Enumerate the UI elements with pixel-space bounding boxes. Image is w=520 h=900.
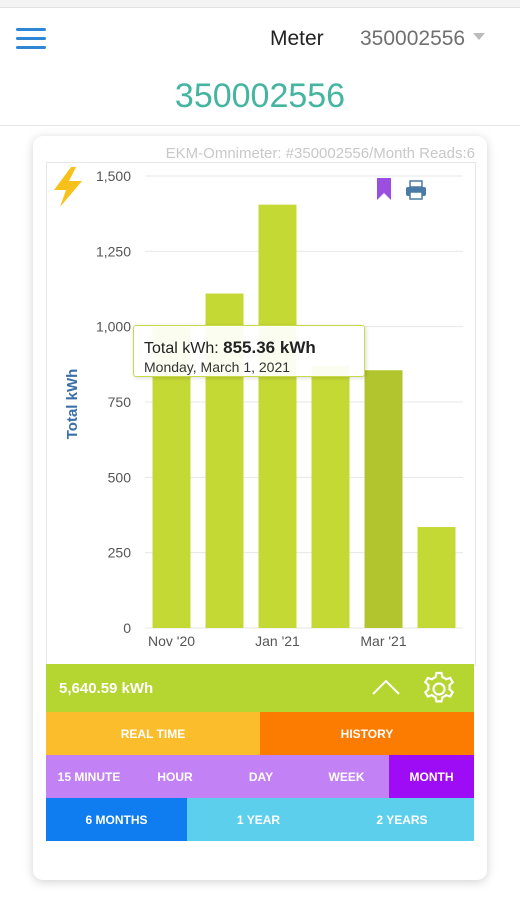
bar [311, 365, 350, 628]
interval-row: 15 MINUTE HOUR DAY WEEK MONTH [46, 755, 474, 798]
y-tick-label: 250 [108, 545, 132, 561]
y-tick-label: 1,500 [96, 168, 131, 184]
range-row: 6 MONTHS 1 YEAR 2 YEARS [46, 798, 474, 841]
lightning-bolt-icon [54, 167, 82, 207]
day-button[interactable]: DAY [218, 755, 304, 798]
chart-tooltip: Total kWh: 855.36 kWh Monday, March 1, 2… [133, 325, 365, 377]
y-tick-label: 1,000 [96, 319, 131, 335]
bar-chart: 1,500 1,250 1,000 750 500 250 0 Nov '20 Jan '21 M… [64, 168, 463, 649]
total-value: 5,640.59 kWh [59, 680, 154, 697]
x-tick-label: Nov '20 [148, 633, 195, 649]
month-button[interactable]: MONTH [389, 755, 474, 798]
dropdown-caret-icon [473, 32, 486, 40]
gear-icon[interactable] [420, 670, 458, 708]
y-tick-label: 0 [123, 620, 131, 636]
bar [417, 527, 456, 628]
6-months-button[interactable]: 6 MONTHS [46, 798, 187, 841]
tooltip-date: Monday, March 1, 2021 [144, 359, 291, 375]
2-years-button[interactable]: 2 YEARS [330, 798, 474, 841]
y-tick-label: 750 [108, 394, 132, 410]
hamburger-menu-icon[interactable] [16, 28, 46, 50]
bar [364, 370, 403, 628]
1-year-button[interactable]: 1 YEAR [187, 798, 330, 841]
x-tick-label: Jan '21 [255, 633, 300, 649]
tooltip-label: Total kWh: [144, 340, 219, 357]
meter-select-value: 350002556 [360, 27, 466, 50]
total-bar: 5,640.59 kWh [46, 664, 474, 712]
15-minute-button[interactable]: 15 MINUTE [46, 755, 132, 798]
tooltip-line: Total kWh: 855.36 kWh [144, 338, 316, 358]
meter-select[interactable]: 350002556 [360, 27, 486, 51]
hour-button[interactable]: HOUR [132, 755, 218, 798]
chart-card: EKM-Omnimeter: #350002556/Month Reads:6 … [33, 136, 487, 880]
header-divider [0, 125, 520, 126]
y-tick-label: 500 [108, 469, 132, 485]
meter-label: Meter [270, 27, 324, 50]
top-border [0, 0, 520, 8]
week-button[interactable]: WEEK [304, 755, 389, 798]
history-button[interactable]: HISTORY [260, 712, 474, 755]
real-time-button[interactable]: REAL TIME [46, 712, 260, 755]
y-axis-label: Total kWh [64, 369, 81, 440]
x-tick-label: Mar '21 [360, 633, 406, 649]
page-title: 350002556 [174, 77, 346, 115]
bookmark-icon[interactable] [377, 178, 391, 200]
y-tick-label: 1,250 [96, 243, 131, 259]
tooltip-value: 855.36 kWh [223, 338, 316, 357]
printer-icon[interactable] [405, 180, 427, 200]
chevron-up-icon[interactable] [371, 678, 401, 696]
bar [258, 204, 297, 629]
chart-caption: EKM-Omnimeter: #350002556/Month Reads:6 [165, 145, 475, 162]
mode-row: REAL TIME HISTORY [46, 712, 474, 755]
